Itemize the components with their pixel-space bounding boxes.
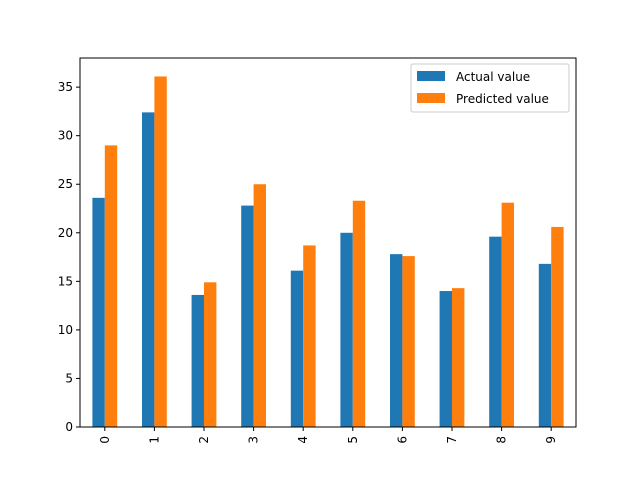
x-tick-label: 3	[247, 436, 261, 444]
y-tick-label: 10	[58, 323, 73, 337]
legend-swatch	[417, 71, 445, 81]
bar-predicted-7	[452, 288, 465, 427]
bar-actual-1	[142, 112, 155, 427]
x-tick-label: 6	[395, 436, 409, 444]
legend: Actual value Predicted value	[410, 63, 570, 113]
axes: 0 5 10 15 20 25 30 35 0 1 2 3 4 5 6 7 8 9	[58, 57, 577, 444]
bar-predicted-0	[104, 145, 118, 427]
bar-actual-6	[390, 254, 403, 427]
x-tick-label: 9	[544, 436, 558, 444]
bar-predicted-1	[154, 76, 167, 427]
bar-actual-3	[241, 205, 254, 427]
bar-predicted-3	[253, 184, 266, 427]
x-tick-label: 8	[495, 436, 509, 444]
legend-swatch	[417, 93, 445, 103]
bar-predicted-6	[402, 256, 415, 427]
legend-label: Predicted value	[456, 92, 549, 106]
bar-actual-9	[538, 263, 552, 427]
bar-actual-8	[489, 236, 502, 427]
legend-label: Actual value	[456, 70, 530, 84]
bar-predicted-9	[551, 226, 564, 427]
x-tick-label: 7	[445, 436, 459, 444]
axes-frame	[79, 57, 577, 428]
bar-predicted-5	[352, 200, 366, 427]
x-tick-label: 5	[346, 436, 360, 444]
y-tick-label: 0	[65, 420, 73, 434]
bar-predicted-2	[204, 282, 217, 427]
bar-predicted-4	[303, 245, 316, 427]
y-tick-label: 25	[58, 177, 73, 191]
x-tick-label: 2	[197, 436, 211, 444]
y-tick-label: 15	[58, 274, 73, 288]
legend-box	[410, 63, 570, 113]
y-tick-label: 30	[58, 129, 73, 143]
x-tick-label: 1	[147, 436, 161, 444]
x-tick-label: 0	[98, 436, 112, 444]
bar-predicted-8	[501, 202, 514, 427]
bar-actual-5	[340, 232, 353, 427]
bar-actual-2	[191, 294, 204, 427]
bar-actual-0	[92, 197, 105, 427]
x-tick-label: 4	[296, 436, 310, 444]
bar-actual-4	[290, 270, 304, 427]
y-tick-label: 20	[58, 226, 73, 240]
plot-area	[92, 76, 564, 427]
y-tick-label: 35	[58, 80, 73, 94]
y-tick-label: 5	[65, 371, 73, 385]
bar-actual-7	[439, 291, 452, 427]
